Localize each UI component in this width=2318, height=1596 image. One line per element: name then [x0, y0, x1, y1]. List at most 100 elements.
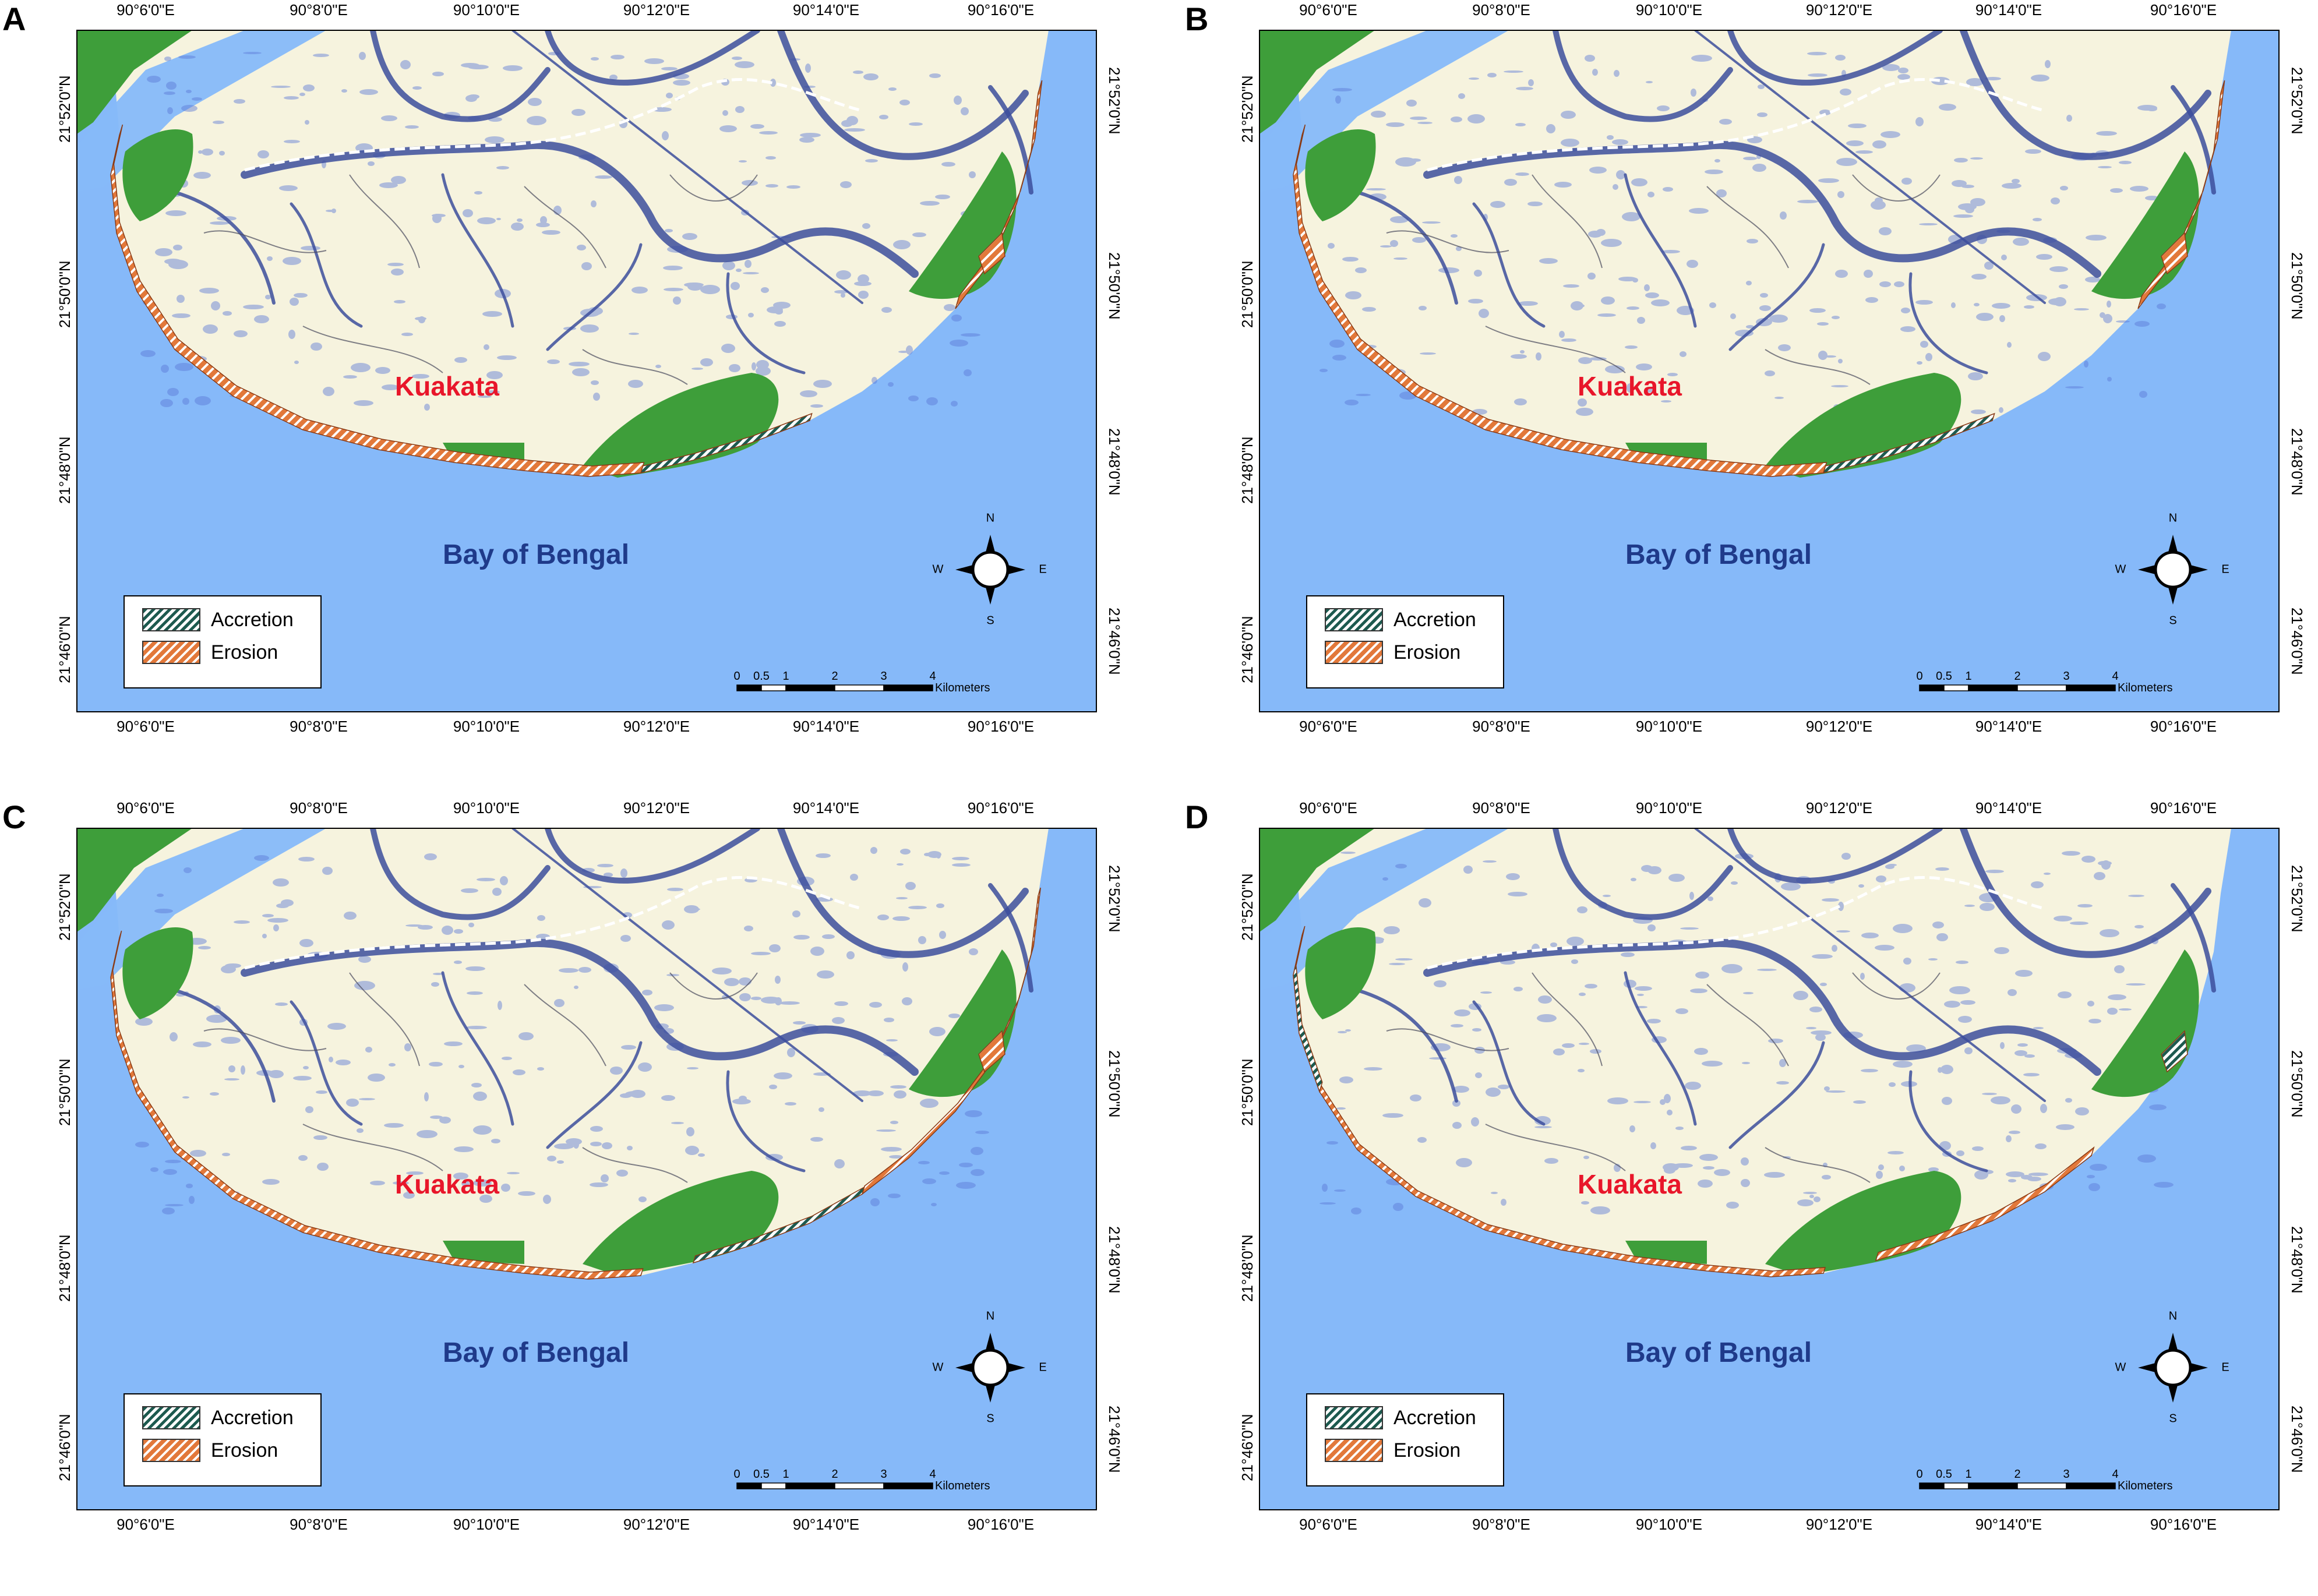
legend-item-erosion: Erosion — [1325, 1438, 1460, 1463]
compass-north-label: N — [986, 511, 995, 525]
road — [1427, 876, 2045, 970]
longitude-tick-bottom: 90°14'0"E — [1975, 718, 2042, 735]
road — [1427, 78, 2045, 172]
legend-label-accretion: Accretion — [211, 1406, 294, 1429]
map-frame — [76, 30, 1097, 712]
longitude-tick-top: 90°16'0"E — [967, 1, 1035, 19]
offshore-patch — [978, 232, 1005, 275]
latitude-tick-left: 21°52'0"N — [56, 75, 73, 143]
erosion-swatch — [1325, 1439, 1383, 1462]
longitude-tick-bottom: 90°16'0"E — [2150, 1516, 2217, 1533]
latitude-tick-left: 21°46'0"N — [1239, 1414, 1256, 1481]
map-legend: Accretion Erosion — [1306, 1393, 1504, 1486]
accretion-swatch — [142, 1406, 200, 1429]
place-label-kuakata: Kuakata — [395, 1169, 499, 1199]
map-panel-b: B 90°6'0"E 90°6'0"E 90°8'0"E 90°8'0"E 90°10'0… — [1183, 0, 2318, 798]
sea-label-bay-of-bengal: Bay of Bengal — [443, 539, 630, 570]
latitude-tick-left: 21°50'0"N — [56, 1058, 73, 1126]
scale-label: 2 — [2014, 1468, 2021, 1481]
legend-label-erosion: Erosion — [211, 641, 278, 663]
stream-network — [203, 972, 758, 1183]
longitude-tick-bottom: 90°10'0"E — [1635, 1516, 1703, 1533]
scale-label: 1 — [782, 670, 789, 683]
panel-letter: A — [2, 1, 26, 37]
longitude-tick-bottom: 90°6'0"E — [1299, 718, 1357, 735]
scale-label: 3 — [880, 670, 887, 683]
compass-south-label: S — [986, 614, 994, 627]
longitude-tick-top: 90°12'0"E — [623, 799, 690, 817]
map-frame — [1259, 30, 2280, 712]
road — [244, 78, 863, 172]
scale-label: 4 — [929, 670, 936, 683]
erosion-swatch — [142, 1439, 200, 1462]
scale-label: 4 — [929, 1468, 936, 1481]
vegetation-west — [122, 927, 193, 1019]
panel-letter: B — [1185, 1, 1209, 37]
road — [244, 876, 863, 970]
erosion-swatch — [1325, 641, 1383, 664]
vegetation-nw — [77, 828, 192, 932]
scale-bar — [1919, 1482, 2116, 1489]
vegetation-nw — [1259, 828, 1375, 932]
legend-label-accretion: Accretion — [1393, 608, 1476, 631]
accretion-swatch — [142, 608, 200, 631]
scale-bar — [736, 684, 933, 691]
erosion-band-west — [110, 930, 644, 1280]
latitude-tick-left: 21°52'0"N — [56, 873, 73, 941]
vegetation-west — [1305, 927, 1376, 1019]
longitude-tick-top: 90°14'0"E — [792, 799, 860, 817]
scale-label: 3 — [2063, 670, 2070, 683]
longitude-tick-bottom: 90°14'0"E — [792, 718, 860, 735]
map-canvas — [1259, 828, 2280, 1510]
longitude-tick-top: 90°8'0"E — [1472, 1, 1530, 19]
scale-unit-label: Kilometers — [2118, 1480, 2173, 1492]
compass-east-label: E — [1039, 1361, 1047, 1374]
latitude-tick-right: 21°48'0"N — [2288, 428, 2306, 496]
compass-west-label: W — [932, 563, 944, 576]
accretion-band-west — [1293, 926, 1323, 1093]
sea-label-bay-of-bengal: Bay of Bengal — [1625, 1337, 1812, 1368]
longitude-tick-bottom: 90°12'0"E — [623, 1516, 690, 1533]
scale-label: 4 — [2112, 670, 2119, 683]
longitude-tick-top: 90°6'0"E — [1299, 1, 1357, 19]
panel-letter: D — [1185, 799, 1209, 835]
longitude-tick-bottom: 90°12'0"E — [623, 718, 690, 735]
longitude-tick-bottom: 90°8'0"E — [290, 1516, 348, 1533]
stream-network — [203, 174, 758, 385]
longitude-tick-bottom: 90°6'0"E — [1299, 1516, 1357, 1533]
latitude-tick-right: 21°50'0"N — [2288, 1050, 2306, 1118]
latitude-tick-right: 21°52'0"N — [1106, 67, 1123, 135]
scale-bar — [1919, 684, 2116, 691]
scale-label: 0.5 — [1936, 1468, 1952, 1481]
stream-network — [1386, 972, 1941, 1183]
vegetation-nw — [77, 30, 192, 134]
map-panel-a: A 90°6'0"E 90°6'0"E 90°8'0"E 90°8'0"E 90°10'0… — [0, 0, 1142, 798]
longitude-tick-top: 90°16'0"E — [2150, 1, 2217, 19]
longitude-tick-top: 90°12'0"E — [1805, 1, 1873, 19]
latitude-tick-right: 21°52'0"N — [2288, 865, 2306, 933]
latitude-tick-left: 21°50'0"N — [56, 260, 73, 328]
legend-label-accretion: Accretion — [1393, 1406, 1476, 1429]
vegetation-west — [1305, 129, 1376, 221]
scale-label: 3 — [2063, 1468, 2070, 1481]
longitude-tick-top: 90°14'0"E — [792, 1, 860, 19]
legend-label-accretion: Accretion — [211, 608, 294, 631]
scale-label: 1 — [1965, 670, 1972, 683]
longitude-tick-bottom: 90°12'0"E — [1805, 1516, 1873, 1533]
latitude-tick-left: 21°46'0"N — [1239, 616, 1256, 683]
compass-east-label: E — [2221, 1361, 2229, 1374]
sea-label-bay-of-bengal: Bay of Bengal — [443, 1337, 630, 1368]
latitude-tick-left: 21°46'0"N — [56, 616, 73, 683]
latitude-tick-right: 21°48'0"N — [1106, 428, 1123, 496]
latitude-tick-right: 21°48'0"N — [2288, 1226, 2306, 1294]
latitude-tick-left: 21°52'0"N — [1239, 873, 1256, 941]
accretion-swatch — [1325, 608, 1383, 631]
scale-label: 0 — [1916, 670, 1923, 683]
latitude-tick-left: 21°48'0"N — [56, 436, 73, 504]
longitude-tick-top: 90°16'0"E — [2150, 799, 2217, 817]
wetland-texture — [140, 52, 980, 411]
longitude-tick-bottom: 90°16'0"E — [2150, 718, 2217, 735]
channel-network — [1356, 828, 2216, 1173]
longitude-tick-top: 90°8'0"E — [1472, 799, 1530, 817]
compass-rose — [2138, 535, 2208, 605]
